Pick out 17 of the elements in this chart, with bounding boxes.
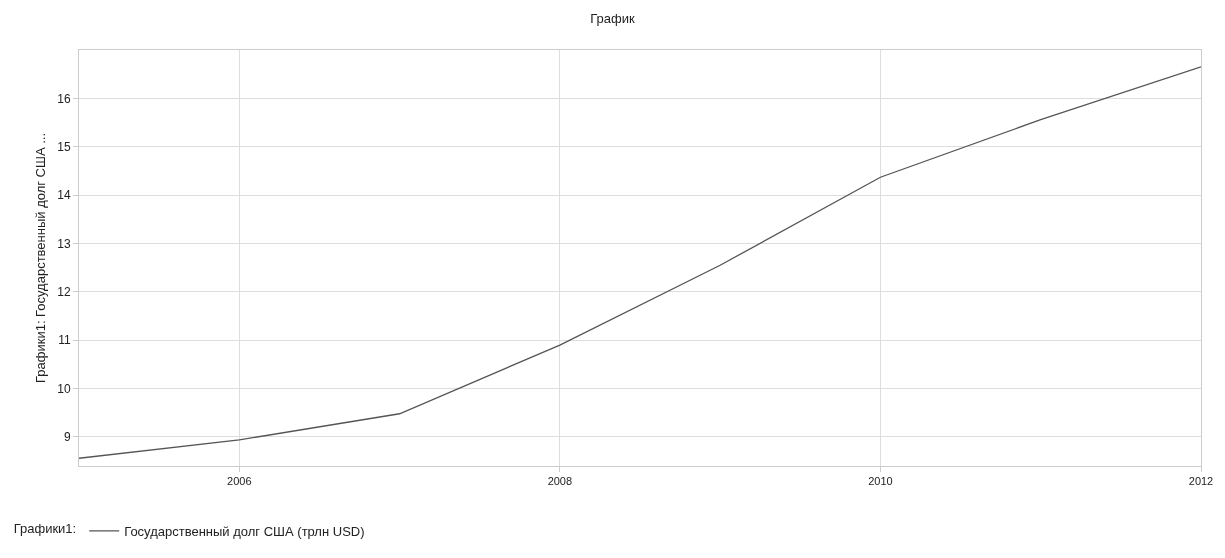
x-tick-label: 2008	[547, 475, 573, 488]
line-series	[79, 66, 1201, 459]
y-tick-label: 10	[57, 381, 71, 396]
y-axis-title: Графики1: Государственный долг США ...	[33, 132, 49, 384]
legend-label: Государственный долг США (трлн USD)	[124, 523, 365, 539]
legend-title: Графики1:	[13, 520, 77, 536]
y-tick-label: 15	[57, 139, 71, 154]
x-tick-label: 2010	[868, 475, 893, 488]
y-tick-label: 13	[57, 236, 71, 251]
x-tick-label: 2012	[1188, 475, 1214, 488]
y-tick-label: 11	[58, 333, 71, 348]
x-tick-label: 2006	[227, 475, 252, 488]
chart-title: График	[590, 11, 636, 27]
y-tick-label: 16	[57, 91, 71, 106]
y-tick-label: 12	[57, 285, 71, 300]
y-tick-label: 14	[57, 188, 71, 203]
y-tick-label: 9	[63, 430, 71, 445]
